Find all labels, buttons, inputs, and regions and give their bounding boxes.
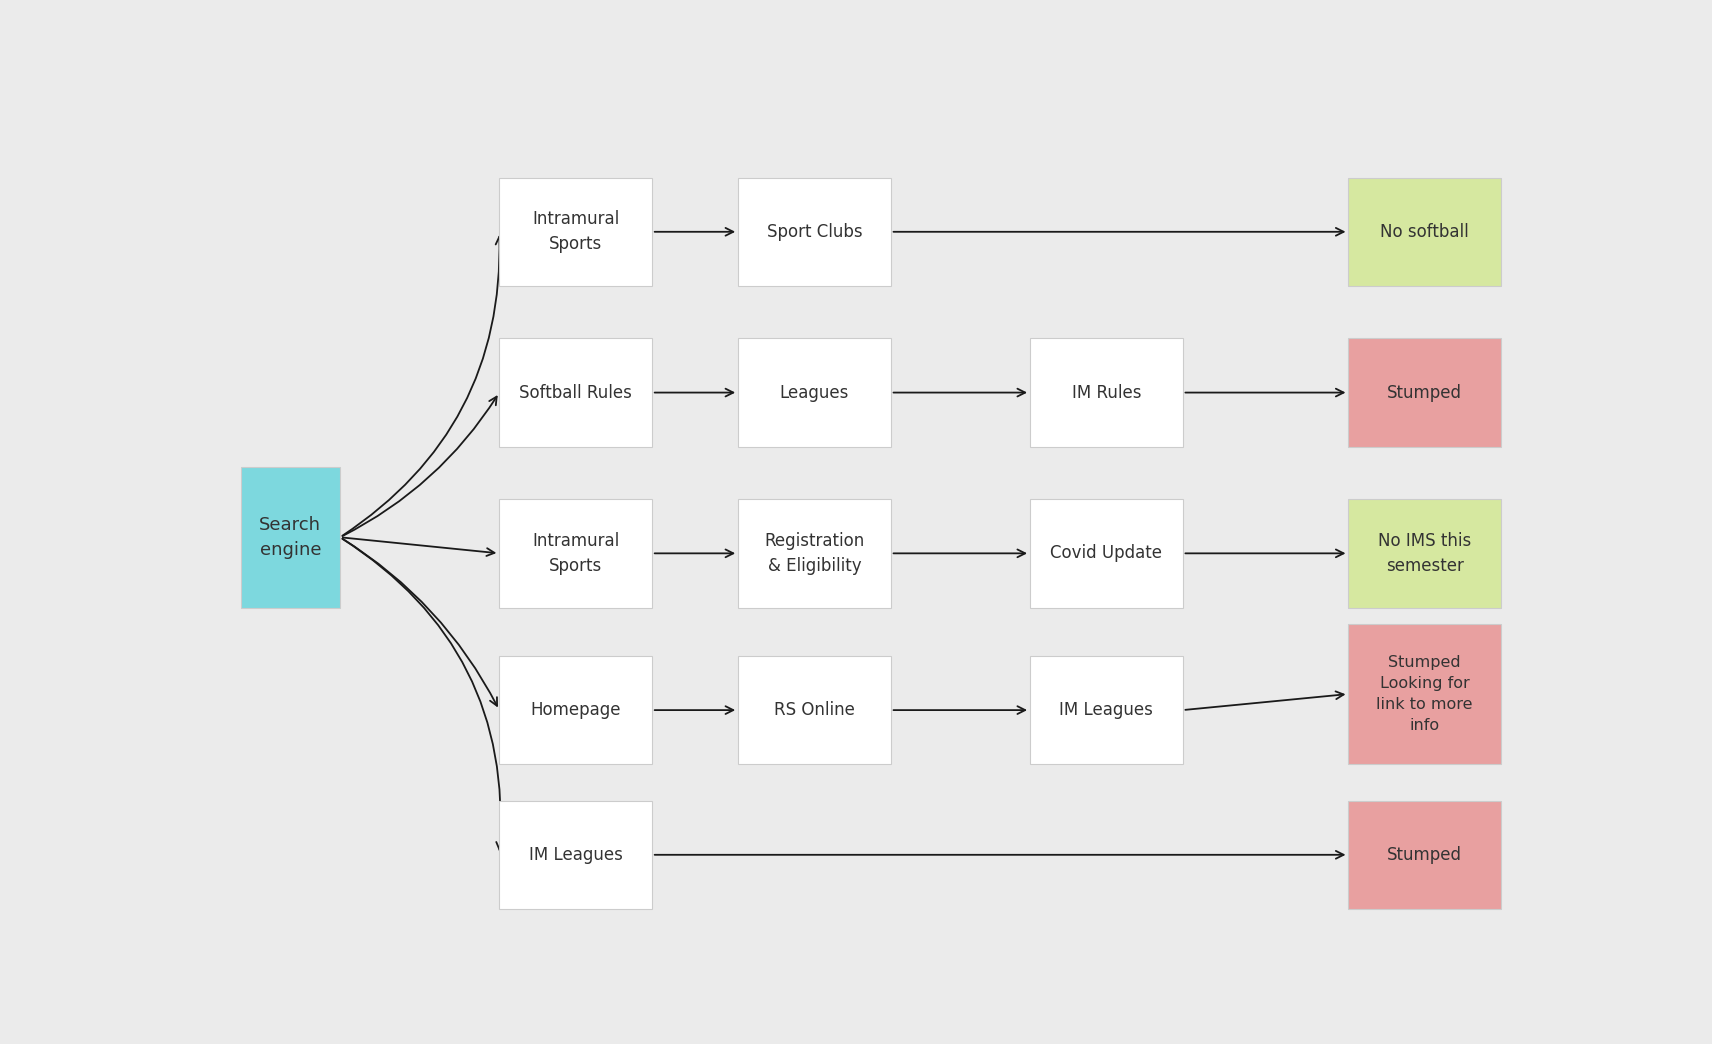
Text: Intramural
Sports: Intramural Sports xyxy=(532,210,620,254)
Text: No softball: No softball xyxy=(1380,222,1469,241)
FancyBboxPatch shape xyxy=(738,499,890,608)
Text: Stumped: Stumped xyxy=(1387,383,1462,402)
FancyBboxPatch shape xyxy=(1031,656,1183,764)
Text: No IMS this
semester: No IMS this semester xyxy=(1378,531,1471,575)
Text: Homepage: Homepage xyxy=(531,702,621,719)
Text: IM Rules: IM Rules xyxy=(1072,383,1140,402)
FancyBboxPatch shape xyxy=(500,499,652,608)
FancyBboxPatch shape xyxy=(738,338,890,447)
Text: Registration
& Eligibility: Registration & Eligibility xyxy=(764,531,865,575)
Text: Stumped
Looking for
link to more
info: Stumped Looking for link to more info xyxy=(1376,655,1472,733)
FancyBboxPatch shape xyxy=(500,801,652,909)
FancyBboxPatch shape xyxy=(1349,801,1501,909)
FancyBboxPatch shape xyxy=(1349,338,1501,447)
FancyBboxPatch shape xyxy=(1349,177,1501,286)
FancyBboxPatch shape xyxy=(500,656,652,764)
Text: Stumped: Stumped xyxy=(1387,846,1462,863)
Text: Search
engine: Search engine xyxy=(259,516,322,559)
Text: Sport Clubs: Sport Clubs xyxy=(767,222,863,241)
Text: RS Online: RS Online xyxy=(774,702,854,719)
FancyBboxPatch shape xyxy=(500,177,652,286)
FancyBboxPatch shape xyxy=(500,338,652,447)
Text: Softball Rules: Softball Rules xyxy=(519,383,632,402)
FancyBboxPatch shape xyxy=(1349,623,1501,764)
Text: IM Leagues: IM Leagues xyxy=(1060,702,1154,719)
FancyBboxPatch shape xyxy=(1031,338,1183,447)
FancyBboxPatch shape xyxy=(1349,499,1501,608)
Text: Leagues: Leagues xyxy=(779,383,849,402)
FancyBboxPatch shape xyxy=(1031,499,1183,608)
Text: IM Leagues: IM Leagues xyxy=(529,846,623,863)
FancyBboxPatch shape xyxy=(738,656,890,764)
FancyBboxPatch shape xyxy=(240,467,341,608)
Text: Covid Update: Covid Update xyxy=(1049,544,1162,563)
Text: Intramural
Sports: Intramural Sports xyxy=(532,531,620,575)
FancyBboxPatch shape xyxy=(738,177,890,286)
